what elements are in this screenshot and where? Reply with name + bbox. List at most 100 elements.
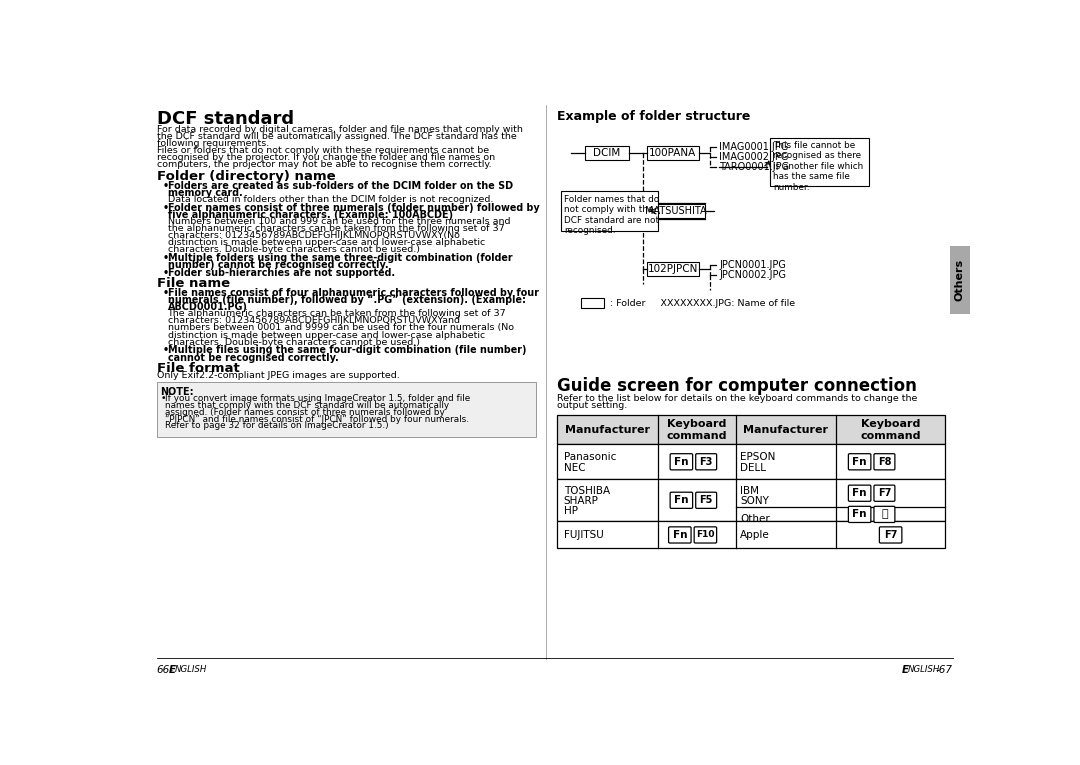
Text: Fn: Fn — [674, 457, 689, 467]
Text: 100PANA: 100PANA — [649, 148, 697, 158]
Text: Fn: Fn — [674, 495, 689, 506]
Bar — [647, 262, 699, 276]
Text: •: • — [162, 181, 168, 190]
Text: JPCN0002.JPG: JPCN0002.JPG — [719, 270, 786, 280]
Text: Folder sub-hierarchies are not supported.: Folder sub-hierarchies are not supported… — [167, 268, 394, 278]
Text: memory card.: memory card. — [167, 187, 242, 197]
Text: names that comply with the DCF standard will be automatically: names that comply with the DCF standard … — [165, 401, 449, 410]
Text: Others: Others — [955, 259, 966, 301]
Text: •: • — [162, 346, 168, 356]
Text: F3: F3 — [700, 457, 713, 467]
Text: “PJPCN” and file names consist of “JPCN” followed by four numerals.: “PJPCN” and file names consist of “JPCN”… — [165, 415, 469, 424]
Bar — [581, 298, 604, 308]
Text: If you convert image formats using ImageCreator 1.5, folder and file: If you convert image formats using Image… — [165, 394, 471, 403]
Text: SONY: SONY — [740, 496, 769, 506]
Text: number) cannot be recognised correctly.: number) cannot be recognised correctly. — [167, 260, 388, 270]
Text: Data located in folders other than the DCIM folder is not recognized.: Data located in folders other than the D… — [167, 194, 492, 203]
Text: •: • — [162, 268, 168, 278]
Text: Keyboard
command: Keyboard command — [861, 419, 921, 441]
Text: F10: F10 — [697, 530, 715, 539]
Text: Files or folders that do not comply with these requirements cannot be: Files or folders that do not comply with… — [157, 146, 489, 155]
Text: Fn: Fn — [852, 509, 867, 519]
Bar — [557, 415, 945, 444]
Text: output setting.: output setting. — [557, 402, 627, 410]
Bar — [647, 204, 704, 218]
Text: TARO0001.JPG: TARO0001.JPG — [719, 162, 789, 172]
Text: EPSON: EPSON — [740, 452, 775, 462]
FancyBboxPatch shape — [670, 492, 692, 509]
Text: NOTE:: NOTE: — [161, 386, 194, 396]
Text: numbers between 0001 and 9999 can be used for the four numerals (No: numbers between 0001 and 9999 can be use… — [167, 324, 514, 333]
Text: Refer to the list below for details on the keyboard commands to change the: Refer to the list below for details on t… — [557, 394, 918, 402]
Text: characters. Double-byte characters cannot be used.): characters. Double-byte characters canno… — [167, 337, 419, 347]
Text: the alphanumeric characters can be taken from the following set of 37: the alphanumeric characters can be taken… — [167, 224, 504, 233]
Text: Example of folder structure: Example of folder structure — [557, 109, 751, 122]
Text: Fn: Fn — [852, 488, 867, 498]
Text: characters. Double-byte characters cannot be used.): characters. Double-byte characters canno… — [167, 245, 419, 254]
Text: HP: HP — [564, 506, 578, 516]
Text: Manufacturer: Manufacturer — [743, 425, 828, 435]
Text: Folders are created as sub-folders of the DCIM folder on the SD: Folders are created as sub-folders of th… — [167, 181, 513, 190]
FancyBboxPatch shape — [879, 527, 902, 543]
Text: 66-: 66- — [157, 666, 174, 675]
Text: IMAG0002.JPG: IMAG0002.JPG — [719, 152, 788, 162]
Text: For data recorded by digital cameras, folder and file names that comply with: For data recorded by digital cameras, fo… — [157, 125, 523, 134]
Text: The alphanumeric characters can be taken from the following set of 37: The alphanumeric characters can be taken… — [167, 309, 507, 318]
FancyBboxPatch shape — [669, 527, 691, 543]
Text: Manufacturer: Manufacturer — [565, 425, 650, 435]
FancyBboxPatch shape — [694, 527, 717, 543]
Text: F8: F8 — [878, 457, 891, 467]
Bar — [557, 479, 945, 522]
Text: TOSHIBA: TOSHIBA — [564, 486, 610, 496]
FancyBboxPatch shape — [670, 454, 692, 470]
Text: characters: 0123456789ABCDEFGHIJKLMNOPQRSTUVWXY(No: characters: 0123456789ABCDEFGHIJKLMNOPQR… — [167, 231, 459, 240]
Text: •: • — [162, 203, 168, 213]
Text: the DCF standard will be automatically assigned. The DCF standard has the: the DCF standard will be automatically a… — [157, 132, 516, 141]
Text: Only Exif2.2-compliant JPEG images are supported.: Only Exif2.2-compliant JPEG images are s… — [157, 371, 400, 380]
FancyBboxPatch shape — [849, 506, 870, 522]
Text: F7: F7 — [878, 488, 891, 498]
Text: computers, the projector may not be able to recognise them correctly.: computers, the projector may not be able… — [157, 161, 491, 169]
Text: SHARP: SHARP — [564, 496, 598, 506]
Text: -67: -67 — [935, 666, 953, 675]
Text: Refer to page 32 for details on ImageCreator 1.5.): Refer to page 32 for details on ImageCre… — [165, 422, 389, 431]
Text: DCF standard: DCF standard — [157, 109, 294, 128]
Text: five alphanumeric characters. (Example: 100ABCDE): five alphanumeric characters. (Example: … — [167, 210, 453, 220]
Text: Multiple folders using the same three-digit combination (folder: Multiple folders using the same three-di… — [167, 253, 512, 263]
Text: JPCN0001.JPG: JPCN0001.JPG — [719, 260, 786, 270]
Text: Keyboard
command: Keyboard command — [666, 419, 727, 441]
Bar — [647, 146, 699, 161]
Text: MATSUSHITA: MATSUSHITA — [645, 206, 706, 216]
Text: Folder names that do
not comply with the
DCF standard are not
recognised.: Folder names that do not comply with the… — [565, 195, 660, 235]
Text: cannot be recognised correctly.: cannot be recognised correctly. — [167, 353, 338, 363]
Text: recognised by the projector. If you change the folder and file names on: recognised by the projector. If you chan… — [157, 153, 495, 162]
Text: 102PJPCN: 102PJPCN — [648, 264, 698, 274]
Text: FUJITSU: FUJITSU — [564, 530, 604, 540]
Text: Guide screen for computer connection: Guide screen for computer connection — [557, 376, 917, 395]
Text: Multiple files using the same four-digit combination (file number): Multiple files using the same four-digit… — [167, 346, 526, 356]
Bar — [950, 246, 970, 314]
Text: following requirements.: following requirements. — [157, 139, 269, 148]
Bar — [557, 444, 945, 479]
Text: Fn: Fn — [673, 530, 687, 540]
Text: •: • — [162, 253, 168, 263]
Text: •: • — [161, 394, 166, 403]
Text: ABCD0001.PG): ABCD0001.PG) — [167, 302, 247, 312]
Text: distinction is made between upper-case and lower-case alphabetic: distinction is made between upper-case a… — [167, 238, 485, 247]
Text: E: E — [170, 666, 176, 675]
FancyBboxPatch shape — [874, 485, 895, 501]
Text: IMAG0001.JPG: IMAG0001.JPG — [719, 142, 788, 152]
Text: IBM: IBM — [740, 486, 759, 496]
Text: File name: File name — [157, 277, 230, 290]
Bar — [557, 522, 945, 549]
Text: Folder (directory) name: Folder (directory) name — [157, 170, 335, 183]
FancyBboxPatch shape — [849, 485, 870, 501]
Text: DCIM: DCIM — [593, 148, 621, 158]
FancyBboxPatch shape — [696, 454, 717, 470]
FancyBboxPatch shape — [874, 506, 895, 522]
Bar — [562, 191, 658, 231]
Text: •: • — [162, 288, 168, 298]
Bar — [770, 138, 869, 186]
FancyBboxPatch shape — [696, 492, 717, 509]
Text: distinction is made between upper-case and lower-case alphabetic: distinction is made between upper-case a… — [167, 330, 485, 340]
